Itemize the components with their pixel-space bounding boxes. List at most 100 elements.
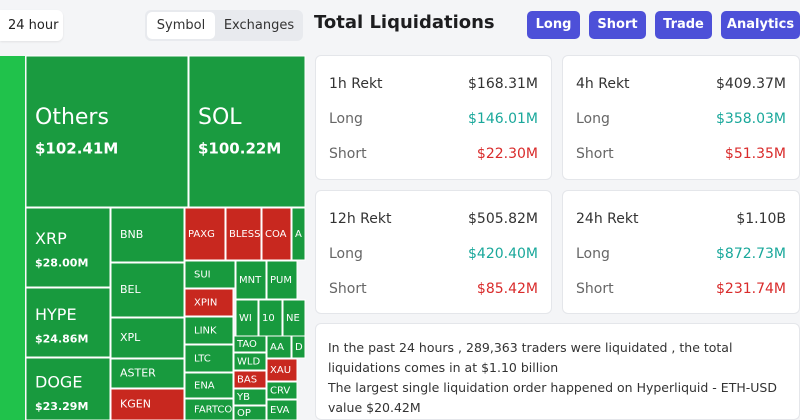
short-value: $231.74M <box>716 281 786 297</box>
tile: SUI <box>184 260 236 289</box>
tile: DOGE $23.29M <box>25 357 111 420</box>
tile: EVA <box>266 399 298 420</box>
tile-rect <box>233 388 267 406</box>
tile-label: BAS <box>237 375 257 386</box>
tile-rect <box>261 207 292 261</box>
button[interactable]: Long <box>527 11 580 39</box>
short-value: $22.30M <box>476 146 538 162</box>
tile-rect <box>233 335 267 353</box>
tile-rect <box>266 399 298 420</box>
tile-rect <box>188 55 306 208</box>
stat-card: 24h Rekt $1.10B Long $872.73M Short $231.74M <box>562 190 800 314</box>
tile: PAXG <box>184 207 226 261</box>
tile-label: XAU <box>270 365 291 376</box>
tile-rect <box>266 358 298 382</box>
tile-label: WI <box>239 313 252 324</box>
tile: XAU <box>266 358 298 382</box>
tile-label: PUM <box>270 275 292 286</box>
tile: BEL <box>110 262 185 318</box>
tile-rect <box>110 317 185 359</box>
button[interactable]: Analytics <box>721 11 800 39</box>
stat-card: 12h Rekt $505.82M Long $420.40M Short $85.42M <box>315 190 552 314</box>
tab-group: Symbol Exchanges <box>145 10 303 41</box>
tile-label: AA <box>270 342 284 353</box>
tile: FARTCO <box>184 398 234 420</box>
tile-rect <box>110 358 185 389</box>
tile: CRV <box>266 381 298 400</box>
tile-rect <box>266 260 298 300</box>
tab[interactable]: Symbol <box>147 12 215 39</box>
tile-label: SOL <box>198 105 242 130</box>
tile-label: NE <box>286 313 300 324</box>
tile-value: $28.00M <box>35 257 88 270</box>
tile: BNB <box>110 207 185 263</box>
tile-rect <box>291 335 306 359</box>
short-value: $51.35M <box>724 146 786 162</box>
stat-card: 1h Rekt $168.31M Long $146.01M Short $22.30M <box>315 55 552 180</box>
tile <box>0 56 25 420</box>
long-label: Long <box>329 246 363 262</box>
tile-label: MNT <box>239 275 262 286</box>
tile-rect <box>25 287 111 358</box>
tile-label: ENA <box>194 381 215 392</box>
tile-label: D <box>295 342 303 353</box>
tile-rect <box>184 398 234 420</box>
long-label: Long <box>329 111 363 127</box>
button[interactable]: Trade <box>655 11 712 39</box>
card-total: $409.37M <box>716 76 786 92</box>
summary: In the past 24 hours , 289,363 traders w… <box>315 323 800 420</box>
tile-rect <box>184 288 234 317</box>
tab[interactable]: Exchanges <box>223 18 295 33</box>
short-value: $85.42M <box>476 281 538 297</box>
tile-rect <box>110 207 185 263</box>
tile-label: BLESS <box>229 229 260 240</box>
tile: WLD <box>233 352 267 371</box>
period-select[interactable]: 24 hour <box>0 10 63 41</box>
tile: BLESS <box>225 207 262 261</box>
tile-label: WLD <box>237 357 260 368</box>
tile-value: $102.41M <box>35 140 118 158</box>
card-title: 1h Rekt <box>329 76 383 92</box>
tile: YB <box>233 388 267 406</box>
button[interactable]: Short <box>589 11 646 39</box>
tile-rect <box>233 405 267 420</box>
tile-rect <box>233 352 267 371</box>
tile-label: EVA <box>270 405 290 416</box>
tile-rect <box>266 335 292 359</box>
tile: HYPE $24.86M <box>25 287 111 358</box>
tile-label: KGEN <box>120 398 151 411</box>
tile-label: XRP <box>35 229 67 248</box>
tile-label: TAO <box>236 339 257 350</box>
card-total: $505.82M <box>468 211 538 227</box>
tile: OP <box>233 405 267 420</box>
tile-rect <box>225 207 262 261</box>
summary-line: In the past 24 hours , 289,363 traders w… <box>328 340 733 375</box>
tile: LINK <box>184 316 234 345</box>
long-value: $872.73M <box>716 246 786 262</box>
short-label: Short <box>329 146 367 162</box>
tile-label: COA <box>265 229 287 240</box>
tile-label: OP <box>237 408 251 419</box>
tile: A <box>291 207 306 261</box>
short-label: Short <box>576 281 614 297</box>
tile-value: $100.22M <box>198 140 281 158</box>
tile: KGEN <box>110 388 185 420</box>
tile-label: 10 <box>262 313 275 324</box>
tile-label: LINK <box>194 326 217 337</box>
tile-label: FARTCO <box>194 405 232 416</box>
tile: NE <box>282 299 306 337</box>
tile: ASTER <box>110 358 185 389</box>
tile: XPL <box>110 317 185 359</box>
tile-label: YB <box>236 392 250 403</box>
tile: LTC <box>184 344 234 373</box>
tile-rect <box>184 372 234 399</box>
tile-rect <box>184 316 234 345</box>
stat-card: 4h Rekt $409.37M Long $358.03M Short $51.35M <box>562 55 800 180</box>
short-label: Short <box>576 146 614 162</box>
tile: ENA <box>184 372 234 399</box>
tile: Others $102.41M <box>25 55 189 208</box>
card-title: 24h Rekt <box>576 211 639 227</box>
tile: XPIN <box>184 288 234 317</box>
tile-rect <box>110 262 185 318</box>
tile-label: BNB <box>120 228 143 241</box>
